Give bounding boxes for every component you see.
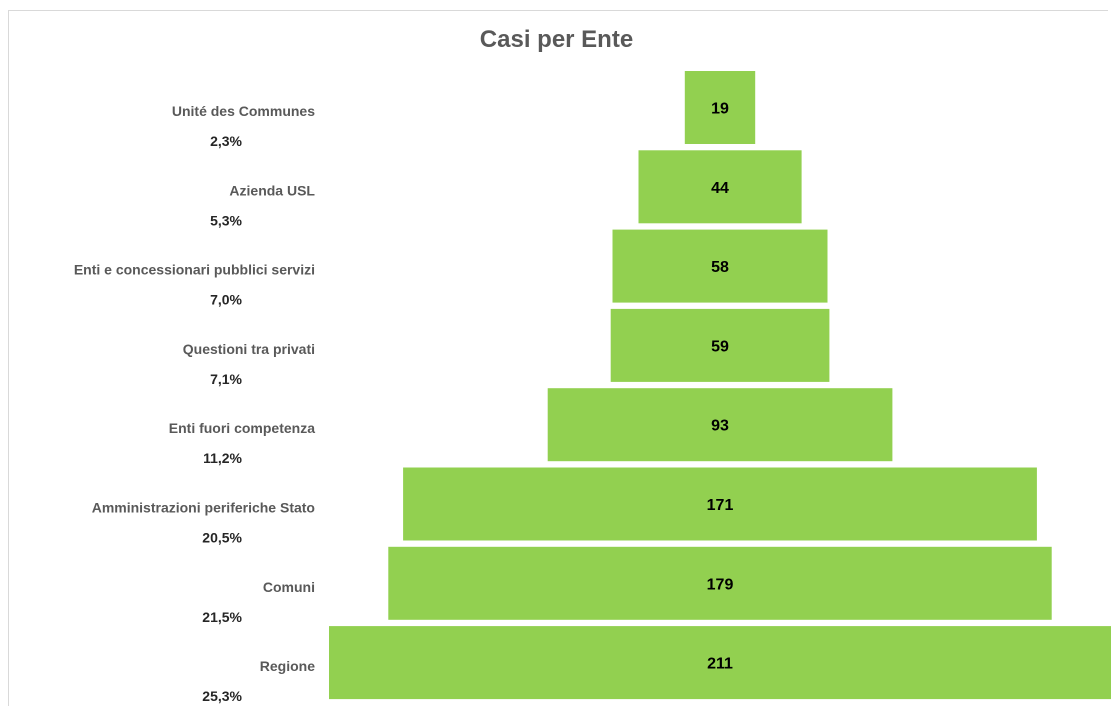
percentage-label: 7,1% bbox=[210, 371, 242, 387]
category-label: Azienda USL bbox=[229, 182, 315, 198]
funnel-bar bbox=[547, 388, 893, 462]
bar-value-label: 44 bbox=[711, 180, 729, 197]
bar-value-label: 179 bbox=[707, 576, 734, 593]
funnel-bar bbox=[638, 150, 802, 224]
percentage-label: 5,3% bbox=[210, 212, 242, 228]
category-label: Amministrazioni periferiche Stato bbox=[92, 500, 315, 516]
bar-value-label: 93 bbox=[711, 418, 729, 435]
category-label: Unité des Communes bbox=[172, 103, 315, 119]
bar-value-label: 58 bbox=[711, 259, 729, 276]
bar-value-label: 171 bbox=[707, 497, 734, 514]
category-label: Enti e concessionari pubblici servizi bbox=[74, 262, 315, 278]
category-label: Questioni tra privati bbox=[183, 341, 315, 357]
bar-value-label: 59 bbox=[711, 338, 729, 355]
funnel-bar bbox=[684, 71, 756, 144]
category-label: Regione bbox=[260, 658, 315, 674]
funnel-bar bbox=[610, 308, 830, 382]
chart-title: Casi per Ente bbox=[479, 26, 634, 53]
bar-value-label: 211 bbox=[707, 656, 733, 673]
chart-frame bbox=[8, 10, 1108, 706]
percentage-label: 21,5% bbox=[202, 609, 242, 625]
percentage-label: 25,3% bbox=[202, 688, 242, 704]
percentage-label: 2,3% bbox=[210, 133, 242, 149]
percentage-label: 7,0% bbox=[210, 292, 242, 308]
category-label: Enti fuori competenza bbox=[169, 420, 315, 436]
funnel-bar bbox=[612, 229, 828, 303]
funnel-bar bbox=[403, 467, 1037, 541]
category-label: Comuni bbox=[263, 579, 315, 595]
funnel-bar bbox=[329, 626, 1111, 700]
bar-value-label: 19 bbox=[711, 101, 729, 118]
percentage-label: 11,2% bbox=[203, 450, 242, 466]
percentage-label: 20,5% bbox=[202, 530, 242, 546]
funnel-bar bbox=[388, 546, 1052, 620]
